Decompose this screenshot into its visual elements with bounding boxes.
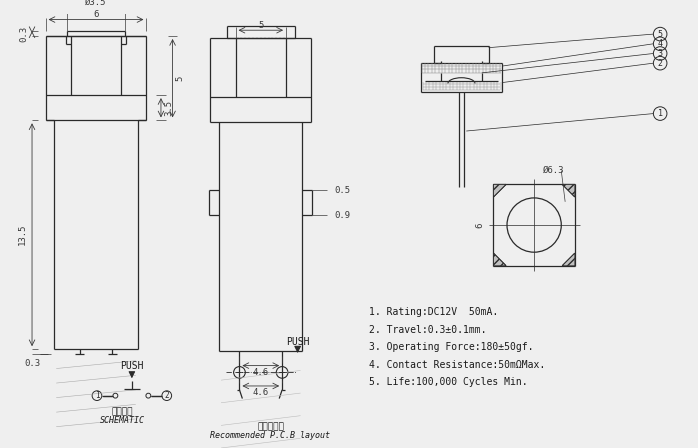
Text: 5: 5: [258, 21, 263, 30]
Text: SCHEMATIC: SCHEMATIC: [100, 416, 144, 425]
Text: 5: 5: [176, 76, 185, 81]
Text: 4.6: 4.6: [253, 368, 269, 377]
Text: 0.9: 0.9: [334, 211, 350, 220]
Text: 3. Operating Force:180±50gf.: 3. Operating Force:180±50gf.: [369, 342, 534, 352]
Text: 6: 6: [94, 10, 98, 19]
Text: Ø6.3: Ø6.3: [543, 166, 564, 175]
Text: 4.6: 4.6: [253, 388, 269, 397]
Polygon shape: [493, 253, 506, 266]
Text: 0.3: 0.3: [24, 359, 40, 368]
Text: PUSH: PUSH: [286, 337, 309, 347]
Text: 2. Travel:0.3±0.1mm.: 2. Travel:0.3±0.1mm.: [369, 325, 487, 335]
Polygon shape: [563, 253, 575, 266]
Text: 0.3: 0.3: [20, 26, 29, 42]
Text: 2: 2: [165, 391, 169, 400]
Text: 5. Life:100,000 Cycles Min.: 5. Life:100,000 Cycles Min.: [369, 377, 528, 387]
Text: 1. Rating:DC12V  50mA.: 1. Rating:DC12V 50mA.: [369, 307, 498, 317]
Text: 1: 1: [95, 391, 99, 400]
Text: 1: 1: [658, 109, 662, 118]
Text: 电路图图: 电路图图: [112, 408, 133, 417]
Text: 6: 6: [475, 222, 484, 228]
Text: 0.5: 0.5: [334, 185, 350, 195]
Text: PUSH: PUSH: [120, 361, 144, 370]
Text: 4: 4: [658, 39, 662, 48]
Polygon shape: [563, 184, 575, 197]
Text: 5: 5: [658, 30, 662, 39]
Text: Recommended P.C.B layout: Recommended P.C.B layout: [211, 431, 330, 440]
Polygon shape: [493, 184, 506, 197]
Text: 4. Contact Resistance:50mΩMax.: 4. Contact Resistance:50mΩMax.: [369, 360, 546, 370]
Text: 13.5: 13.5: [18, 224, 27, 246]
Text: 2: 2: [658, 59, 662, 68]
Text: Ø3.5: Ø3.5: [85, 0, 107, 7]
Text: 3.5: 3.5: [164, 100, 173, 116]
Text: 印制线路板: 印制线路板: [257, 422, 284, 431]
Text: 3: 3: [658, 49, 662, 58]
